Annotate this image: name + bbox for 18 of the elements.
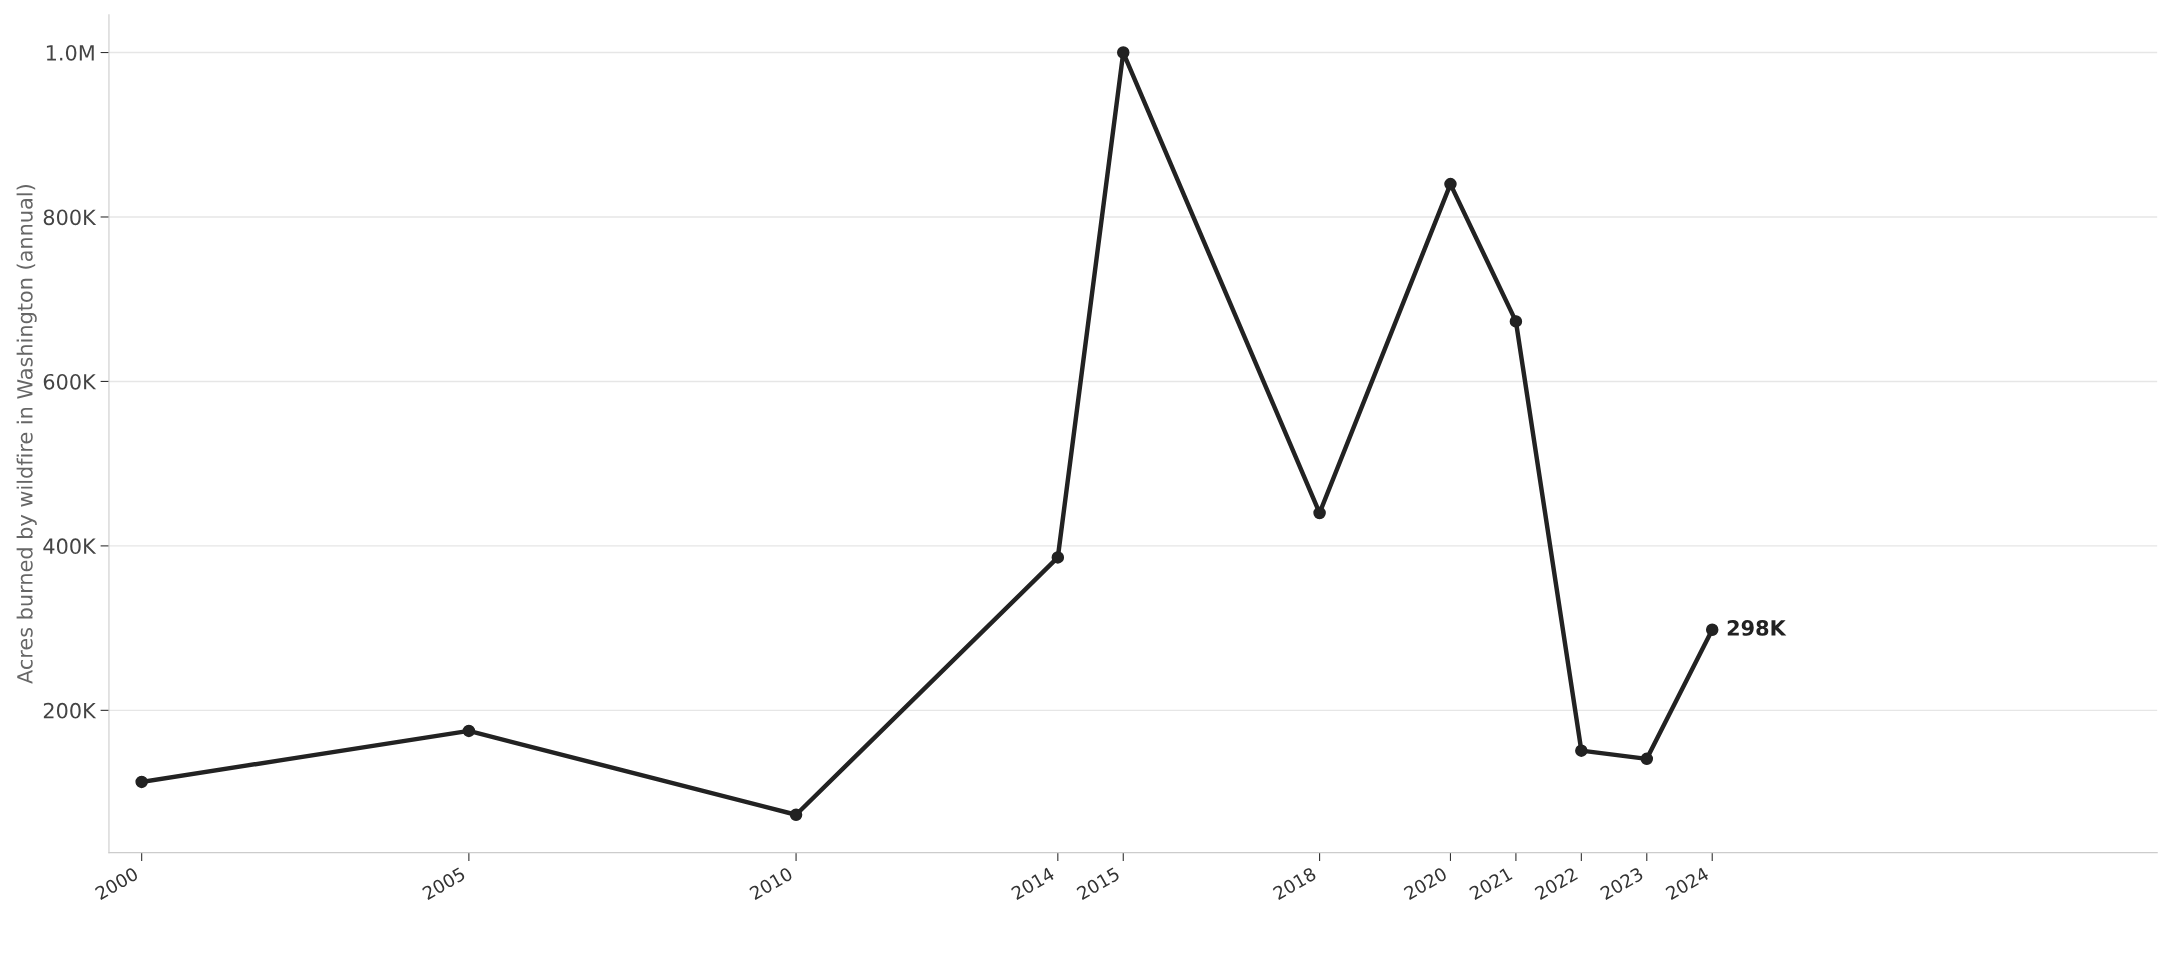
point — [1117, 46, 1130, 59]
point — [1444, 177, 1457, 191]
y-tick-label: 400K — [43, 538, 97, 555]
point — [1313, 506, 1326, 520]
point — [1640, 752, 1654, 766]
y-tick-label: 800K — [43, 209, 97, 226]
point — [1051, 551, 1065, 564]
y-tick-label: 200K — [43, 702, 97, 719]
data-label: 298K — [1727, 620, 1787, 636]
y-tick-label: 1.0M — [46, 44, 94, 61]
point — [135, 775, 148, 789]
point — [789, 808, 803, 822]
y-axis-title: Acres burned by wildfire in Washington (annual) — [16, 185, 37, 684]
point — [1575, 744, 1588, 757]
point — [462, 724, 476, 738]
y-tick-label: 600K — [43, 373, 97, 390]
point — [1509, 315, 1523, 328]
point — [1705, 623, 1719, 637]
